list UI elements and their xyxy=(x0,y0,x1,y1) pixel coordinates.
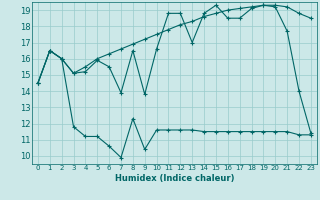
X-axis label: Humidex (Indice chaleur): Humidex (Indice chaleur) xyxy=(115,174,234,183)
